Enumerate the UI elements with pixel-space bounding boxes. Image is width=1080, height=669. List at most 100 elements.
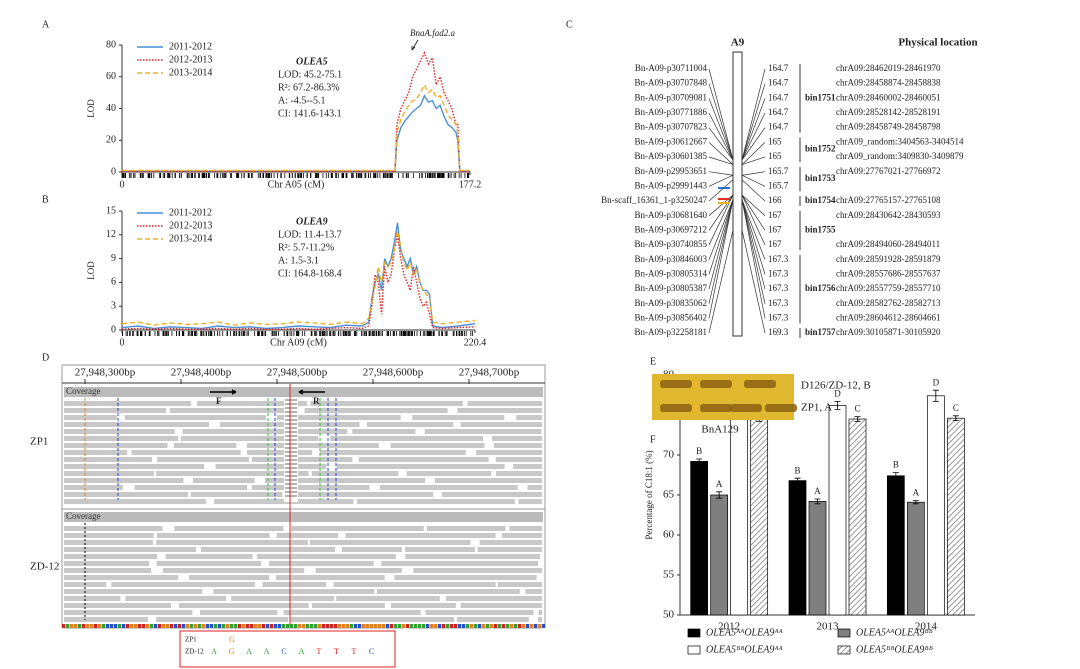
marker-name: Bn-A09-p30612667 — [635, 136, 708, 146]
primer-label: F — [216, 396, 222, 406]
marker-cm: 166 — [768, 195, 782, 205]
cm-link — [741, 179, 766, 202]
reference-base — [494, 624, 497, 628]
marker-location: chrA09_random:3409830-3409879 — [836, 151, 964, 161]
read — [64, 624, 211, 629]
marker-cm: 167.3 — [768, 298, 789, 308]
y-tick-label: 3 — [111, 300, 116, 311]
read — [456, 617, 529, 622]
bar — [750, 417, 769, 616]
read — [319, 450, 466, 455]
x-tick-label: 2012 — [718, 621, 740, 633]
read — [467, 401, 542, 406]
reference-base — [302, 624, 305, 628]
reference-base — [354, 624, 357, 628]
bar — [946, 417, 965, 616]
reference-base — [162, 624, 165, 628]
read — [189, 575, 270, 580]
coverage-track — [64, 512, 543, 522]
reference-base — [538, 624, 541, 628]
marker-link — [708, 174, 734, 187]
read — [538, 610, 542, 615]
y-tick-label: 50 — [663, 609, 675, 621]
read — [446, 596, 542, 601]
y-tick-label: 0 — [111, 324, 116, 335]
y-tick-label: 6 — [111, 277, 116, 288]
annotation: R²: 67.2-86.3% — [278, 82, 340, 93]
reference-base — [482, 624, 485, 628]
reference-base — [430, 624, 433, 628]
read — [312, 603, 385, 608]
reference-base — [218, 624, 221, 628]
reference-base — [146, 624, 149, 628]
reference-base — [498, 624, 501, 628]
sequence-base: G — [229, 647, 235, 656]
reference-base — [194, 624, 197, 628]
reference-base — [386, 624, 389, 628]
sequence-base: A — [299, 647, 305, 656]
ruler-label: 27,948,400bp — [171, 367, 232, 379]
read — [64, 478, 184, 483]
read — [193, 478, 255, 483]
read — [64, 568, 152, 573]
cm-link — [741, 171, 766, 176]
cm-link — [741, 142, 766, 165]
reference-base — [66, 624, 69, 628]
read — [197, 401, 308, 406]
read — [493, 443, 542, 448]
significance-letter: C — [953, 403, 959, 413]
read — [390, 603, 456, 608]
y-axis-label: Percentage of C18:1 (%) — [644, 450, 654, 539]
sequence-box — [179, 630, 396, 668]
read — [518, 499, 542, 504]
read — [64, 429, 175, 434]
reference-base — [518, 624, 521, 628]
reference-base — [70, 624, 73, 628]
marker-cm: 164.7 — [768, 63, 789, 73]
x-tick-label: 2013 — [817, 621, 840, 633]
marker-location: chrA09_random:3404563-3404514 — [836, 136, 964, 146]
reference-base — [454, 624, 457, 628]
legend-label: OLEA5ᴬᴬOLEA9ᴮᴮ — [856, 627, 933, 638]
sample-label: ZD-12 — [30, 561, 59, 573]
read — [156, 540, 308, 545]
marker-location: chrA09:28528142-28528191 — [836, 107, 941, 117]
marker-location: chrA09:28557686-28557637 — [836, 268, 941, 278]
reference-base — [398, 624, 401, 628]
marker-location: chrA09:28458874-28458838 — [836, 78, 941, 88]
read — [405, 554, 541, 559]
reference-base — [450, 624, 453, 628]
reference-base — [178, 624, 181, 628]
read — [64, 457, 153, 462]
read — [165, 554, 253, 559]
reference-base — [154, 624, 157, 628]
read — [291, 526, 424, 531]
reference-base — [466, 624, 469, 628]
reference-base — [458, 624, 461, 628]
reference-base — [442, 624, 445, 628]
read — [64, 401, 192, 406]
sequence-base: C — [281, 647, 286, 656]
read — [366, 422, 454, 427]
marker-name: Bn-A09-p30771886 — [635, 107, 708, 117]
x-tick-label: 0 — [120, 337, 125, 348]
annotation: LOD: 11.4-13.7 — [278, 229, 342, 240]
reference-base — [166, 624, 169, 628]
y-tick-label: 0 — [111, 166, 116, 177]
reference-base — [78, 624, 81, 628]
read — [64, 610, 193, 615]
marker-location: chrA09:28591928-28591879 — [836, 254, 941, 264]
annotation: CI: 141.6-143.1 — [278, 108, 342, 119]
ruler-label: 27,948,500bp — [267, 367, 328, 379]
y-axis-label: LOD — [86, 99, 96, 118]
band-label: D126/ZD-12, B — [801, 380, 871, 392]
significance-letter: D — [933, 377, 940, 387]
marker-link — [708, 68, 734, 161]
reference-base — [326, 624, 329, 628]
cm-link — [741, 229, 766, 334]
reference-base — [158, 624, 161, 628]
reference-base — [90, 624, 93, 628]
significance-letter: B — [794, 465, 800, 475]
gel-band — [660, 380, 692, 388]
read — [538, 617, 542, 622]
